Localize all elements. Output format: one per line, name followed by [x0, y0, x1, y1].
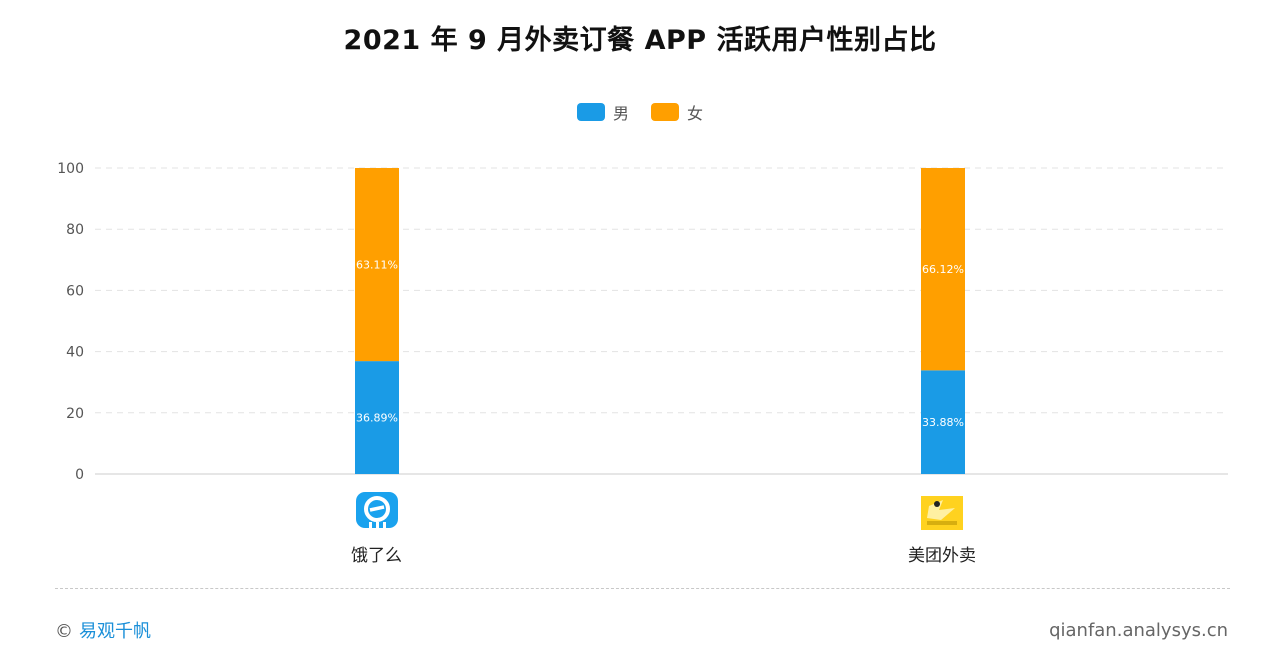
- copyright-symbol: ©: [55, 621, 73, 642]
- bar-美团外卖-男: [921, 370, 965, 474]
- y-tick-label-20: 20: [66, 406, 84, 422]
- legend-label-female: 女: [687, 104, 704, 123]
- data-label-美团外卖-男: 33.88%: [922, 416, 964, 429]
- y-tick-label-60: 60: [66, 283, 84, 299]
- brand-name: 易观千帆: [79, 621, 151, 642]
- bar-饿了么-男: [355, 361, 399, 474]
- meituan-logo-icon: [921, 496, 963, 530]
- data-label-饿了么-男: 36.89%: [356, 412, 398, 425]
- eleme-logo-icon: [356, 492, 398, 528]
- legend-item-female[interactable]: 女: [651, 100, 703, 124]
- legend-item-male[interactable]: 男: [576, 100, 629, 124]
- bar-饿了么-女: [355, 168, 399, 362]
- data-label-美团外卖-女: 66.12%: [922, 263, 964, 276]
- site-url: qianfan.analysys.cn: [1049, 620, 1228, 641]
- category-label-eleme: 饿了么: [351, 546, 402, 566]
- footer-divider: [55, 588, 1230, 589]
- brand: © 易观千帆: [55, 617, 151, 643]
- legend-swatch-female: [651, 103, 679, 121]
- y-tick-label-100: 100: [57, 161, 84, 177]
- category-label-meituan: 美团外卖: [908, 546, 976, 566]
- legend: 男 女: [0, 100, 1280, 124]
- bar-美团外卖-女: [921, 168, 965, 371]
- chart-title: 2021 年 9 月外卖订餐 APP 活跃用户性别占比: [343, 25, 937, 56]
- data-label-饿了么-女: 63.11%: [356, 259, 398, 272]
- legend-label-male: 男: [612, 104, 629, 123]
- y-tick-label-80: 80: [66, 222, 84, 238]
- legend-swatch-male: [576, 103, 605, 121]
- y-tick-label-40: 40: [66, 345, 84, 361]
- y-tick-label-0: 0: [75, 467, 84, 483]
